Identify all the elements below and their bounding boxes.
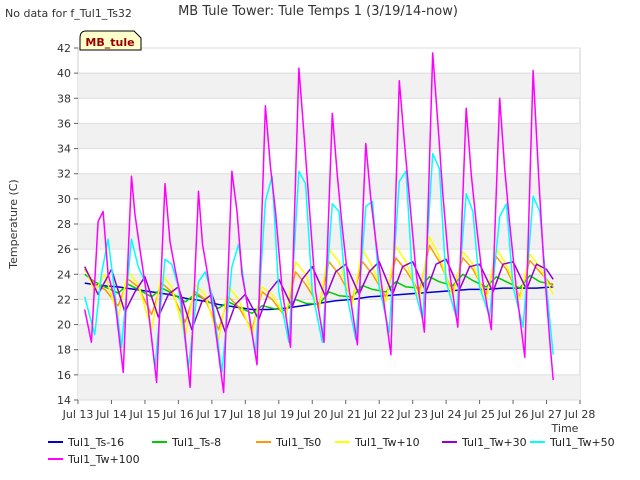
y-tick-label: 28 [57,218,71,231]
y-tick-label: 20 [57,319,71,332]
grid-band [78,123,580,149]
series-line-tul1-tw-100 [83,52,554,394]
x-tick-label: Jul 27 [530,408,562,421]
x-tick-label: Jul 16 [162,408,194,421]
x-tick-label: Jul 26 [497,408,529,421]
x-tick-label: Jul 25 [463,408,495,421]
y-tick-label: 18 [57,344,71,357]
x-tick-label: Jul 14 [95,408,127,421]
x-tick-label: Jul 15 [129,408,161,421]
x-tick-label: Jul 21 [329,408,361,421]
x-tick-label: Jul 23 [396,408,428,421]
grid-band [78,374,580,400]
x-tick-label: Jul 17 [195,408,227,421]
legend-label-tul1-tw-50: Tul1_Tw+50 [549,436,615,449]
badge-label: MB_tule [85,36,134,49]
x-tick-label: Jul 19 [262,408,294,421]
y-tick-label: 34 [57,143,71,156]
mb-tule-badge: MB_tule [79,30,142,51]
y-tick-label: 26 [57,243,71,256]
y-tick-label: 32 [57,168,71,181]
x-tick-label: Jul 28 [564,408,596,421]
y-axis-label: Temperature (C) [7,179,20,269]
series-lines [83,52,554,394]
plot-area [77,47,581,401]
y-tick-label: 36 [57,117,71,130]
y-tick-label: 42 [57,42,71,55]
series-line-tul1-tw-50 [83,152,554,374]
grid-band [78,324,580,350]
badge-shape [79,30,142,51]
x-tick-label: Jul 20 [296,408,328,421]
legend-label-tul1-ts0: Tul1_Ts0 [275,436,321,449]
legend-label-tul1-ts-16: Tul1_Ts-16 [67,436,124,449]
legend-label-tul1-tw-100: Tul1_Tw+100 [67,453,140,466]
chart-title: MB Tule Tower: Tule Temps 1 (3/19/14-now… [178,4,458,19]
legend-label-tul1-tw-10: Tul1_Tw+10 [354,436,420,449]
y-axis-ticks: 14 16 18 20 22 24 26 28 30 32 34 36 38 40 42 [57,42,78,407]
x-tick-label: Jul 24 [430,408,462,421]
y-tick-label: 40 [57,67,71,80]
legend-label-tul1-ts-8: Tul1_Ts-8 [171,436,221,449]
y-tick-label: 38 [57,92,71,105]
y-tick-label: 30 [57,193,71,206]
legend: Tul1_Ts-16 Tul1_Ts-8 Tul1_Ts0 Tul1_Tw+10 Tul… [48,436,615,466]
y-tick-label: 22 [57,293,71,306]
y-tick-label: 14 [57,394,71,407]
no-data-notice: No data for f_Tul1_Ts32 [5,7,132,20]
x-axis-ticks: Jul 13 Jul 14 Jul 15 Jul 16 Jul 17 Jul 18 Jul … [62,400,596,421]
y-tick-label: 24 [57,268,71,281]
x-axis-label: Time [551,422,579,435]
grid-band [78,73,580,99]
legend-label-tul1-tw-30: Tul1_Tw+30 [461,436,527,449]
x-tick-label: Jul 13 [62,408,94,421]
y-tick-label: 16 [57,369,71,382]
x-tick-label: Jul 22 [363,408,395,421]
x-tick-label: Jul 18 [229,408,261,421]
